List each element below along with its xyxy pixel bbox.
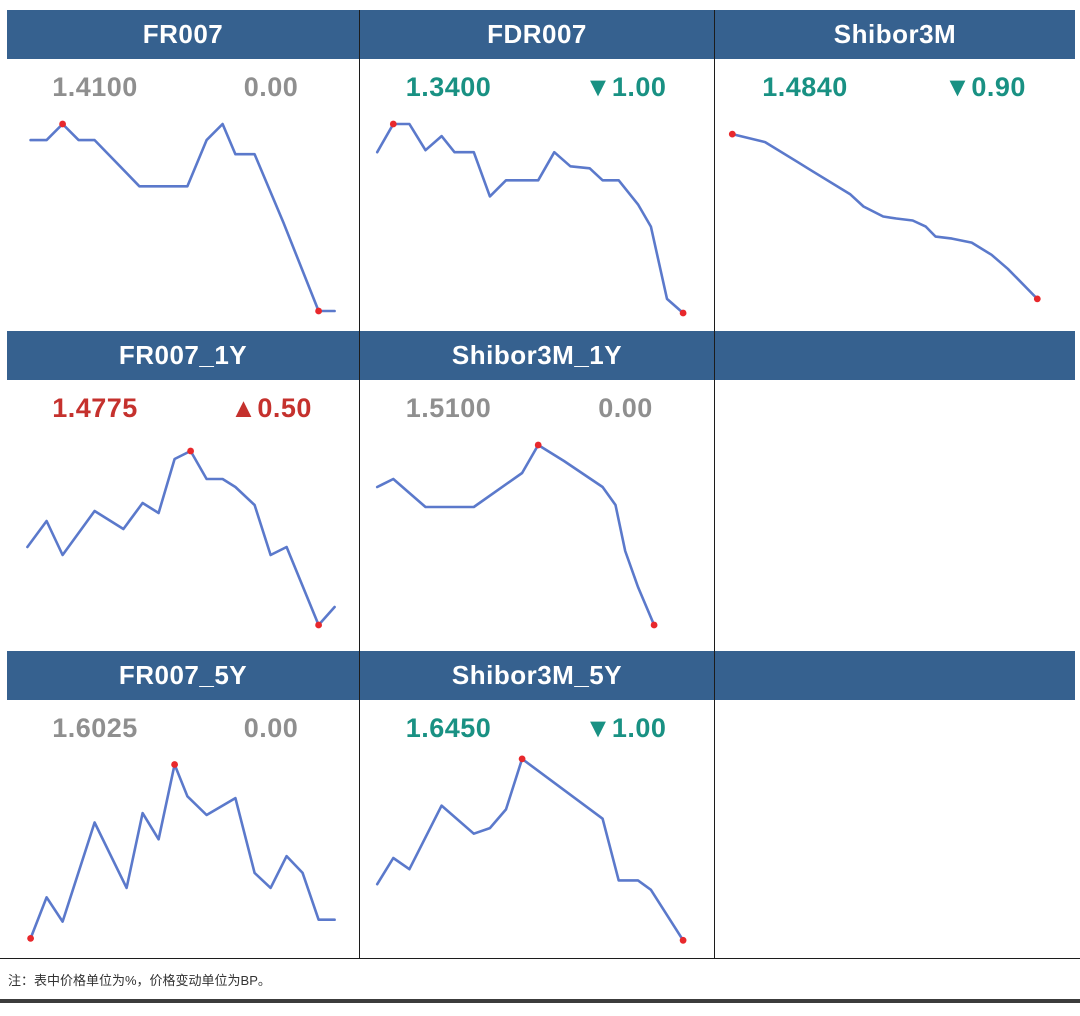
marker-dot [315, 307, 322, 315]
cell-fr007-1y: 1.4775 ▲0.50 [7, 380, 360, 651]
header-fr007: FR007 [7, 10, 360, 59]
marker-dot [679, 309, 687, 317]
marker-dot [1033, 295, 1041, 303]
price-fr007-1y: 1.4775 [52, 393, 138, 423]
change-fr007-5y: 0.00 [243, 713, 299, 743]
header-fr007-5y: FR007_5Y [7, 651, 360, 700]
footnote-text: 注：表中价格单位为%，价格变动单位为BP。 [8, 973, 271, 988]
line-chart [375, 120, 687, 317]
line-chart [27, 761, 336, 942]
line-chart [375, 755, 687, 944]
sparkline-fr007-1y [21, 437, 341, 637]
sparkline-shibor3m [728, 116, 1057, 317]
price-shibor3m-5y: 1.6450 [405, 713, 492, 743]
header-empty [715, 651, 1075, 700]
header-fr007-1y: FR007_1Y [7, 331, 360, 380]
sparkline-fdr007 [374, 116, 696, 317]
line-chart [26, 447, 336, 629]
header-shibor3m-1y: Shibor3M_1Y [360, 331, 715, 380]
change-shibor3m-5y: ▼1.00 [584, 713, 667, 743]
change-fdr007: ▼1.00 [584, 72, 667, 102]
change-shibor3m-1y: 0.00 [598, 393, 653, 423]
price-shibor3m-1y: 1.5100 [405, 393, 492, 423]
line-chart [728, 130, 1041, 303]
marker-dot [728, 130, 736, 138]
marker-dot [389, 120, 397, 128]
header-empty [715, 331, 1075, 380]
sparkline-shibor3m-1y [374, 437, 696, 637]
footnote: 注：表中价格单位为%，价格变动单位为BP。 [0, 958, 1080, 999]
header-fdr007: FDR007 [360, 10, 715, 59]
marker-dot [650, 621, 658, 629]
change-fr007: 0.00 [243, 72, 299, 102]
marker-dot [59, 120, 66, 128]
header-shibor3m: Shibor3M [715, 10, 1075, 59]
marker-dot [187, 447, 195, 455]
bottom-divider [0, 999, 1080, 1003]
cell-fr007: 1.4100 0.00 [7, 59, 360, 331]
marker-dot [171, 761, 179, 768]
change-fr007-1y: ▲0.50 [230, 393, 312, 423]
line-chart [375, 441, 658, 629]
change-shibor3m: ▼0.90 [944, 72, 1026, 102]
price-shibor3m: 1.4840 [762, 72, 848, 102]
sparkline-fr007 [21, 116, 341, 317]
marker-dot [679, 936, 687, 944]
cell-empty [715, 700, 1075, 958]
header-shibor3m-5y: Shibor3M_5Y [360, 651, 715, 700]
price-fr007: 1.4100 [52, 72, 138, 102]
cell-shibor3m-5y: 1.6450 ▼1.00 [360, 700, 715, 958]
marker-dot [518, 755, 526, 763]
sparkline-fr007-5y [21, 757, 341, 944]
cell-shibor3m-1y: 1.5100 0.00 [360, 380, 715, 651]
line-chart [29, 120, 336, 315]
cell-shibor3m: 1.4840 ▼0.90 [715, 59, 1075, 331]
cell-fr007-5y: 1.6025 0.00 [7, 700, 360, 958]
marker-dot [315, 621, 322, 629]
rates-board: FR007 FDR007 Shibor3M 1.4100 0.00 1.3400 ▼1.00… [7, 10, 1075, 958]
sparkline-shibor3m-5y [374, 755, 696, 944]
price-fr007-5y: 1.6025 [52, 713, 138, 743]
price-fdr007: 1.3400 [405, 72, 492, 102]
cell-empty [715, 380, 1075, 651]
cell-fdr007: 1.3400 ▼1.00 [360, 59, 715, 331]
marker-dot [534, 441, 542, 449]
marker-dot [27, 935, 34, 942]
